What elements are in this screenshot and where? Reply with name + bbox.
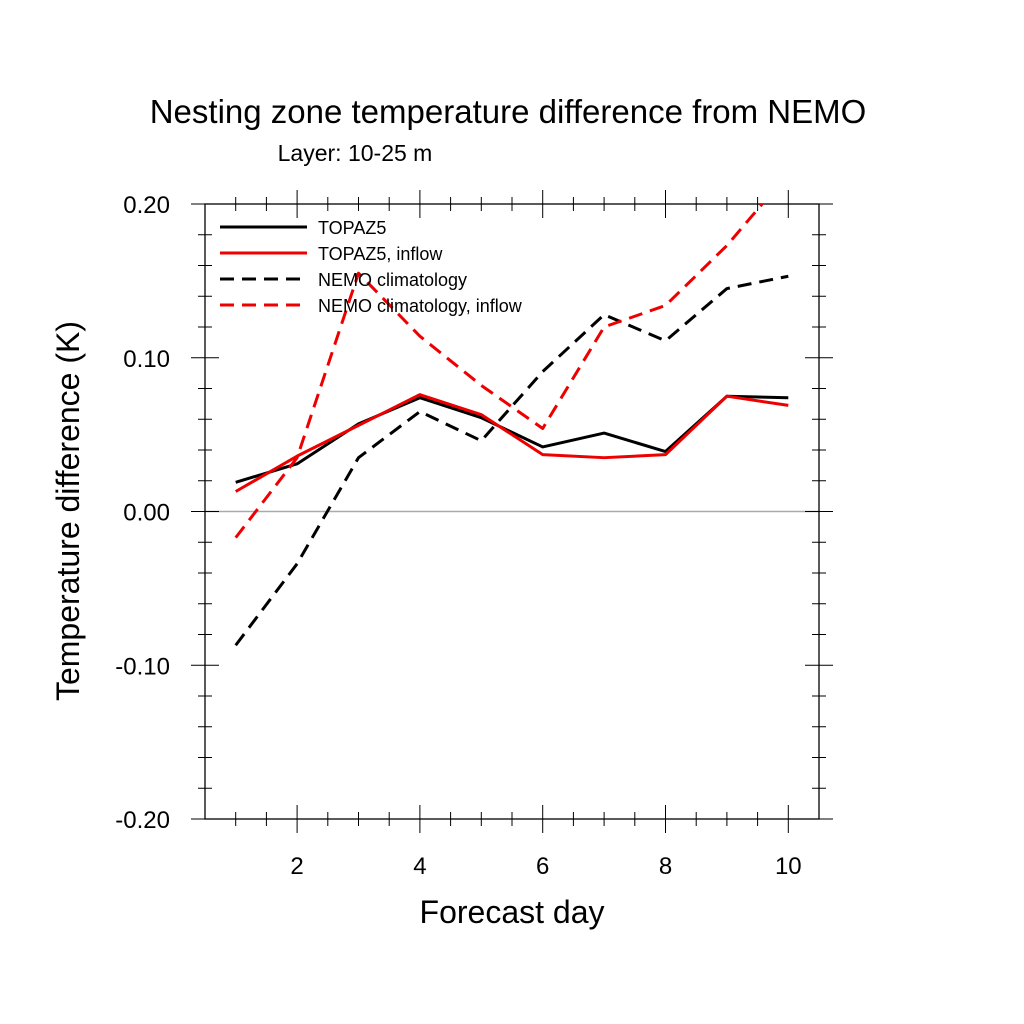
legend-label: NEMO climatology, inflow bbox=[318, 296, 523, 316]
series-line bbox=[234, 274, 789, 647]
x-tick-label: 2 bbox=[290, 853, 303, 880]
x-tick-label: 6 bbox=[536, 853, 549, 880]
y-tick-label: 0.20 bbox=[123, 192, 170, 219]
legend-label: NEMO climatology bbox=[318, 270, 467, 290]
series-line bbox=[234, 204, 765, 539]
series-group bbox=[234, 204, 789, 647]
y-tick-label: -0.20 bbox=[115, 807, 170, 834]
legend-label: TOPAZ5 bbox=[318, 218, 386, 238]
legend-label: TOPAZ5, inflow bbox=[318, 244, 443, 264]
y-tick-label: 0.10 bbox=[123, 346, 170, 373]
series-line bbox=[234, 393, 789, 493]
x-tick-label: 10 bbox=[775, 853, 802, 880]
legend: TOPAZ5 TOPAZ5, inflow NEMO climatology NEMO… bbox=[220, 218, 523, 316]
chart-title: Nesting zone temperature difference from… bbox=[150, 93, 867, 130]
x-axis-label: Forecast day bbox=[420, 894, 605, 930]
chart-subtitle: Layer: 10-25 m bbox=[278, 140, 433, 166]
x-tick-label: 4 bbox=[413, 853, 426, 880]
series-line bbox=[235, 394, 789, 484]
axes: 2 4 6 8 10 -0.20 -0.10 0.00 0.10 0.20 bbox=[115, 190, 833, 880]
y-tick-label: -0.10 bbox=[115, 653, 170, 680]
x-tick-label: 8 bbox=[659, 853, 672, 880]
y-axis-label: Temperature difference (K) bbox=[50, 321, 86, 701]
y-tick-label: 0.00 bbox=[123, 500, 170, 527]
